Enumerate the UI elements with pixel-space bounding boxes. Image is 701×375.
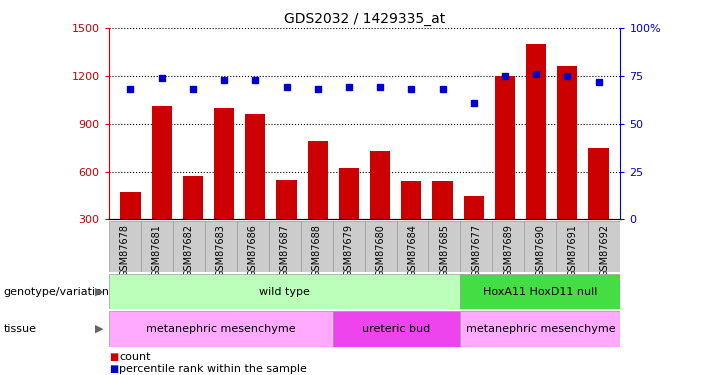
Text: GSM87688: GSM87688 xyxy=(311,224,322,277)
Bar xyxy=(401,181,421,267)
Text: GSM87686: GSM87686 xyxy=(247,224,257,277)
Text: HoxA11 HoxD11 null: HoxA11 HoxD11 null xyxy=(483,286,598,297)
Text: tissue: tissue xyxy=(4,324,36,334)
Bar xyxy=(461,311,620,347)
Bar xyxy=(495,76,515,267)
Text: GSM87680: GSM87680 xyxy=(376,224,386,277)
Bar xyxy=(237,221,268,272)
Text: ▶: ▶ xyxy=(95,286,104,297)
Text: GSM87681: GSM87681 xyxy=(151,224,162,277)
Bar xyxy=(214,108,234,267)
Bar xyxy=(526,44,546,267)
Bar xyxy=(109,221,141,272)
Bar xyxy=(141,221,172,272)
Text: GSM87678: GSM87678 xyxy=(120,224,130,277)
Bar xyxy=(276,180,297,267)
Text: GSM87691: GSM87691 xyxy=(567,224,578,277)
Text: ureteric bud: ureteric bud xyxy=(362,324,430,334)
Bar xyxy=(397,221,428,272)
Bar xyxy=(332,311,461,347)
Bar xyxy=(370,151,390,267)
Bar xyxy=(245,114,266,267)
Bar xyxy=(268,221,301,272)
Title: GDS2032 / 1429335_at: GDS2032 / 1429335_at xyxy=(284,12,445,26)
Bar xyxy=(205,221,237,272)
Text: percentile rank within the sample: percentile rank within the sample xyxy=(119,364,307,374)
Text: GSM87683: GSM87683 xyxy=(216,224,226,277)
Bar xyxy=(121,192,141,267)
Text: metanephric mesenchyme: metanephric mesenchyme xyxy=(146,324,295,334)
Text: GSM87685: GSM87685 xyxy=(440,224,449,277)
Text: metanephric mesenchyme: metanephric mesenchyme xyxy=(465,324,615,334)
Bar xyxy=(332,221,365,272)
Bar xyxy=(463,196,484,267)
Bar xyxy=(109,274,461,309)
Text: genotype/variation: genotype/variation xyxy=(4,286,109,297)
Bar xyxy=(151,106,172,267)
Bar xyxy=(183,176,203,267)
Text: GSM87692: GSM87692 xyxy=(599,224,609,277)
Bar xyxy=(308,141,328,267)
Text: ■: ■ xyxy=(109,364,118,374)
Text: GSM87682: GSM87682 xyxy=(184,224,193,277)
Text: GSM87677: GSM87677 xyxy=(472,224,482,277)
Bar xyxy=(461,221,492,272)
Bar xyxy=(301,221,332,272)
Bar xyxy=(461,274,620,309)
Bar xyxy=(428,221,461,272)
Text: ■: ■ xyxy=(109,352,118,362)
Text: GSM87684: GSM87684 xyxy=(407,224,418,277)
Bar xyxy=(557,221,588,272)
Text: GSM87689: GSM87689 xyxy=(503,224,513,277)
Bar xyxy=(433,181,453,267)
Bar xyxy=(492,221,524,272)
Bar xyxy=(588,221,620,272)
Text: GSM87679: GSM87679 xyxy=(343,224,353,277)
Bar xyxy=(524,221,557,272)
Bar xyxy=(172,221,205,272)
Bar xyxy=(365,221,397,272)
Bar xyxy=(557,66,578,267)
Bar xyxy=(339,168,359,267)
Bar xyxy=(588,148,608,267)
Text: ▶: ▶ xyxy=(95,324,104,334)
Text: count: count xyxy=(119,352,151,362)
Text: GSM87690: GSM87690 xyxy=(536,224,545,277)
Text: GSM87687: GSM87687 xyxy=(280,224,290,277)
Text: wild type: wild type xyxy=(259,286,310,297)
Bar xyxy=(109,311,332,347)
